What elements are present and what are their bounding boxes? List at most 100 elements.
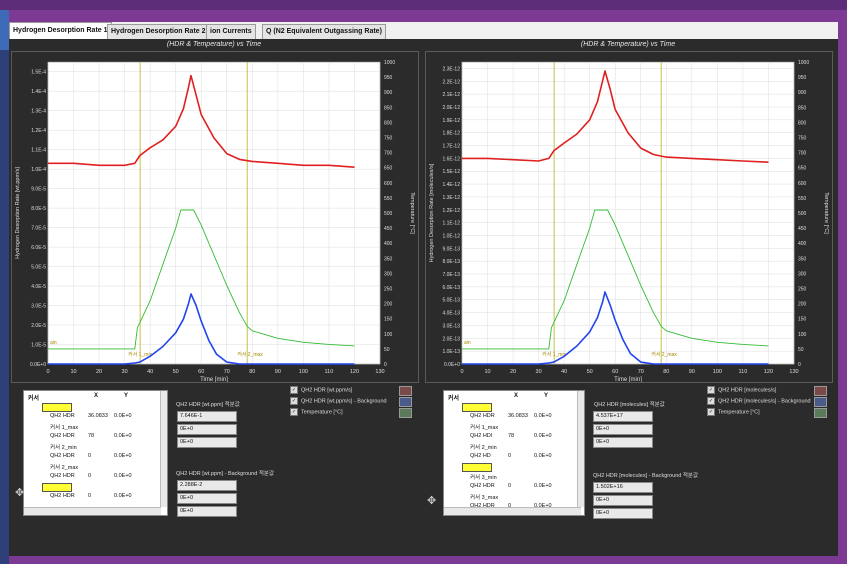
cursor-color-swatch[interactable] xyxy=(42,403,72,412)
horizontal-scrollbar[interactable] xyxy=(444,507,581,515)
checkbox-icon[interactable]: ✓ xyxy=(290,386,298,394)
cursor-row[interactable]: QH2 HDR 78 0.0E+0 xyxy=(28,432,166,444)
plot-area[interactable]: 0 10 20 30 40 50 60 70 80 90 100 110 120 130 0.0E+0 1.0… xyxy=(425,51,833,383)
x-tick-label: 0 xyxy=(46,369,49,375)
y2-tick-label: 850 xyxy=(384,105,393,111)
cursor-row[interactable]: QH2 HDI 78 0.0E+0 xyxy=(448,432,586,444)
cursor-row[interactable]: 커서 2_min xyxy=(448,442,586,454)
x-tick-label: 80 xyxy=(663,369,669,375)
y2-tick-label: 700 xyxy=(384,151,393,157)
cursor-x-value: 0 xyxy=(88,493,92,499)
legend-swatch-temperature[interactable] xyxy=(399,408,412,418)
vertical-scrollbar[interactable] xyxy=(160,391,167,507)
y2-tick-label: 0 xyxy=(384,362,387,368)
tab-q-n2-equivalent-outgassing-rate[interactable]: Q (N2 Equivalent Outgassing Rate) xyxy=(262,24,386,39)
cursor-x-value: 0 xyxy=(508,483,512,489)
y2-tick-label: 800 xyxy=(798,120,807,126)
cursor-x-value: 36.0833 xyxy=(508,413,528,419)
cursor-row[interactable]: 커서 3_max xyxy=(448,492,586,504)
x-tick-label: 70 xyxy=(638,369,644,375)
checkbox-icon[interactable]: ✓ xyxy=(290,408,298,416)
x-tick-label: 130 xyxy=(375,369,384,375)
cursor-x-value: 0 xyxy=(508,453,512,459)
cursor-row[interactable]: 커서 2_min xyxy=(28,442,166,454)
cursor-row[interactable]: 커서 1_max xyxy=(448,422,586,434)
hdr-series-line xyxy=(48,74,355,168)
cursor-color-swatch[interactable] xyxy=(42,483,72,492)
cursor-row[interactable] xyxy=(448,462,586,474)
x-tick-label: 20 xyxy=(510,369,516,375)
cursor-row[interactable]: 커서 1_max xyxy=(28,422,166,434)
tab-hydrogen-desorption-rate-1[interactable]: Hydrogen Desorption Rate 1 xyxy=(9,22,112,39)
legend-temperature[interactable]: ✓ Temperature [°C] xyxy=(707,408,760,417)
cursor-row[interactable]: QH2 HDR 0 0.0E+0 xyxy=(448,482,586,494)
y-tick-label: 1.0E-4 xyxy=(31,167,46,173)
chart-svg[interactable]: 0 10 20 30 40 50 60 70 80 90 100 110 120 130 0.0E+0 1.0… xyxy=(426,52,832,383)
background-integral-value-1: 2.288E-2 xyxy=(177,480,237,491)
legend-swatch-temperature[interactable] xyxy=(814,408,827,418)
integral-value-1: 7.646E-1 xyxy=(177,411,237,422)
background-integral-value-1: 1.502E+16 xyxy=(593,482,653,493)
legend-hdr[interactable]: ✓ QH2 HDR [wt.ppm/s] xyxy=(290,386,352,395)
tab-hydrogen-desorption-rate-2[interactable]: Hydrogen Desorption Rate 2 xyxy=(107,24,210,39)
cursor-row[interactable]: 커서 2_max xyxy=(28,462,166,474)
cursor-y-value: 0.0E+0 xyxy=(534,483,552,489)
legend-swatch-background[interactable] xyxy=(399,397,412,407)
legend-label: QH2 HDR [molecules/s] - Background xyxy=(718,398,811,405)
cursor-row[interactable] xyxy=(28,482,166,494)
legend-swatch-hdr[interactable] xyxy=(399,386,412,396)
legend-hdr[interactable]: ✓ QH2 HDR [molecules/s] xyxy=(707,386,776,395)
horizontal-scrollbar[interactable] xyxy=(24,507,161,515)
cursor-row[interactable] xyxy=(28,402,166,414)
cursor-table[interactable]: 커서 X Y QH2 HDR 36.0833 0.0E+0 커서 1_max QH2 H… xyxy=(443,390,585,516)
y2-tick-label: 500 xyxy=(798,211,807,217)
cursor-row[interactable]: 커서 3_min xyxy=(448,472,586,484)
cursor-row[interactable]: QH2 HDR 36.0833 0.0E+0 xyxy=(448,412,586,424)
pan-cross-icon[interactable]: ✥ xyxy=(427,495,437,507)
cursor-x-value: 0 xyxy=(508,503,512,509)
x-tick-label: 70 xyxy=(224,369,230,375)
right-chart-panel: (HDR & Temperature) vs Time 0 10 20 30 40 50 6… xyxy=(423,39,833,556)
x-tick-label: 100 xyxy=(299,369,308,375)
background-integral-label: QH2 HDR [wt.ppm] - Background 적분값 xyxy=(176,471,275,477)
legend-swatch-background[interactable] xyxy=(814,397,827,407)
cursor-table[interactable]: 커서 X Y QH2 HDR 36.0833 0.0E+0 커서 1_max QH2 H… xyxy=(23,390,168,516)
x-col-header: X xyxy=(94,393,99,399)
background-integral-value-2: 0E+0 xyxy=(593,495,653,506)
cursor-color-swatch[interactable] xyxy=(462,463,492,472)
y2-tick-label: 900 xyxy=(384,90,393,96)
cursor-label: 커서 2_max xyxy=(237,351,263,358)
checkbox-icon[interactable]: ✓ xyxy=(707,386,715,394)
cursor-row[interactable]: QH2 HDR 36.0833 0.0E+0 xyxy=(28,412,166,424)
y-tick-label: 5.0E-13 xyxy=(442,298,460,304)
integral-value-1: 4.537E+17 xyxy=(593,411,653,422)
integral-value-3: 0E+0 xyxy=(593,437,653,448)
vertical-scrollbar[interactable] xyxy=(577,391,584,507)
legend-swatch-hdr[interactable] xyxy=(814,386,827,396)
cursor-row[interactable]: QH2 HDR 0 0.0E+0 xyxy=(28,452,166,464)
legend-temperature[interactable]: ✓ Temperature [°C] xyxy=(290,408,343,417)
cursor-name: QH2 HDR xyxy=(50,413,75,419)
cursor-row[interactable]: QH2 HDR 0 0.0E+0 xyxy=(28,472,166,484)
legend-label: QH2 HDR [molecules/s] xyxy=(718,387,777,394)
cursor-row[interactable] xyxy=(448,402,586,414)
cursor-row[interactable]: QH2 HDR 0 0.0E+0 xyxy=(448,502,586,514)
x-tick-label: 100 xyxy=(713,369,722,375)
tab-ion-currents[interactable]: ion Currents xyxy=(206,24,256,39)
checkbox-icon[interactable]: ✓ xyxy=(707,397,715,405)
legend-background[interactable]: ✓ QH2 HDR [molecules/s] - Background xyxy=(707,397,811,406)
y-tick-label: 1.2E-4 xyxy=(31,128,46,134)
pan-cross-icon[interactable]: ✥ xyxy=(15,487,25,499)
cursor-row[interactable]: QH2 HD 0 0.0E+0 xyxy=(448,452,586,464)
cursor-y-value: 0.0E+0 xyxy=(114,453,132,459)
cursor-color-swatch[interactable] xyxy=(462,403,492,412)
checkbox-icon[interactable]: ✓ xyxy=(290,397,298,405)
chart-svg[interactable]: 0 10 20 30 40 50 60 70 80 90 100 110 120 130 0.0E+0 1.0… xyxy=(12,52,418,383)
y2-tick-label: 150 xyxy=(798,317,807,323)
checkbox-icon[interactable]: ✓ xyxy=(707,408,715,416)
legend-background[interactable]: ✓ QH2 HDR [wt.ppm/s] - Background xyxy=(290,397,387,406)
cursor-row[interactable]: QH2 HDR 0 0.0E+0 xyxy=(28,492,166,504)
y2-tick-label: 650 xyxy=(384,166,393,172)
y-tick-label: 1.0E-12 xyxy=(442,233,460,239)
plot-area[interactable]: 0 10 20 30 40 50 60 70 80 90 100 110 120 130 0.0E+0 1.0… xyxy=(11,51,419,383)
